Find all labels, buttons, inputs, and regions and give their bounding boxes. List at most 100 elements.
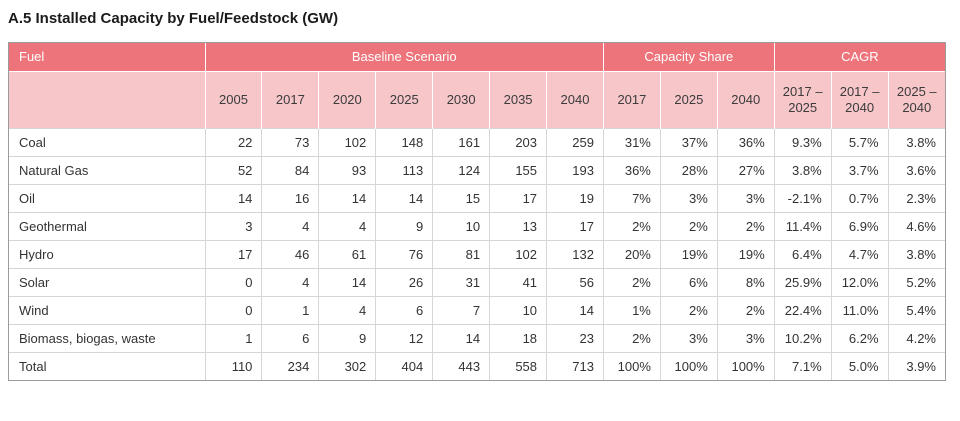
value-cell: 6% xyxy=(659,267,718,296)
value-cell: 15 xyxy=(432,183,490,212)
value-cell: 3.8% xyxy=(887,239,945,268)
value-cell: 11.0% xyxy=(830,295,889,324)
value-cell: 193 xyxy=(546,155,604,184)
capacity-share-header: Capacity Share xyxy=(602,43,775,71)
year-header-2020: 2020 xyxy=(318,70,376,128)
value-cell: 2% xyxy=(602,267,661,296)
page-title: A.5 Installed Capacity by Fuel/Feedstock… xyxy=(8,10,339,27)
value-cell: 14 xyxy=(375,183,433,212)
table-row: Wind 0 1 4 6 7 10 14 1% 2% 2% 22.4% 11.0% 5.4% xyxy=(9,295,945,324)
value-cell: 19% xyxy=(659,239,718,268)
value-cell: 93 xyxy=(318,155,376,184)
value-cell: 3% xyxy=(716,183,775,212)
value-cell: 18 xyxy=(489,323,547,352)
value-cell: 12.0% xyxy=(830,267,889,296)
value-cell: 3.9% xyxy=(887,351,945,380)
value-cell: 7% xyxy=(602,183,661,212)
value-cell: 3.6% xyxy=(887,155,945,184)
value-cell: 6.4% xyxy=(773,239,832,268)
value-cell: 4.7% xyxy=(830,239,889,268)
year-header-2017: 2017 xyxy=(261,70,319,128)
value-cell: 36% xyxy=(716,127,775,156)
value-cell: 7.1% xyxy=(773,351,832,380)
fuel-name-cell: Natural Gas xyxy=(9,155,205,184)
value-cell: 9 xyxy=(318,323,376,352)
value-cell: 113 xyxy=(375,155,433,184)
fuel-column-header: Fuel xyxy=(9,43,205,71)
value-cell: 52 xyxy=(204,155,262,184)
value-cell: 73 xyxy=(261,127,319,156)
share-header-2025: 2025 xyxy=(659,70,718,128)
fuel-name-cell: Oil xyxy=(9,183,205,212)
value-cell: 100% xyxy=(602,351,661,380)
value-cell: 124 xyxy=(432,155,490,184)
value-cell: 6 xyxy=(375,295,433,324)
value-cell: 404 xyxy=(375,351,433,380)
value-cell: 61 xyxy=(318,239,376,268)
value-cell: 10 xyxy=(489,295,547,324)
value-cell: 17 xyxy=(204,239,262,268)
fuel-name-cell: Solar xyxy=(9,267,205,296)
table-row: Oil 14 16 14 14 15 17 19 7% 3% 3% -2.1% 0.7% 2.3% xyxy=(9,183,945,212)
value-cell: 28% xyxy=(659,155,718,184)
value-cell: 13 xyxy=(489,211,547,240)
value-cell: 203 xyxy=(489,127,547,156)
year-header-2025: 2025 xyxy=(375,70,433,128)
table-header: Fuel Baseline Scenario Capacity Share CA… xyxy=(9,43,945,128)
value-cell: 558 xyxy=(489,351,547,380)
baseline-scenario-header: Baseline Scenario xyxy=(204,43,604,71)
fuel-name-cell: Coal xyxy=(9,127,205,156)
value-cell: 0 xyxy=(204,295,262,324)
value-cell: 14 xyxy=(318,267,376,296)
value-cell: 27% xyxy=(716,155,775,184)
value-cell: 36% xyxy=(602,155,661,184)
value-cell: 26 xyxy=(375,267,433,296)
year-header-2005: 2005 xyxy=(204,70,262,128)
value-cell: 0.7% xyxy=(830,183,889,212)
value-cell: 161 xyxy=(432,127,490,156)
value-cell: 2.3% xyxy=(887,183,945,212)
value-cell: 4 xyxy=(261,211,319,240)
value-cell: 3.8% xyxy=(887,127,945,156)
value-cell: 16 xyxy=(261,183,319,212)
value-cell: 2% xyxy=(716,211,775,240)
value-cell: 4 xyxy=(318,295,376,324)
value-cell: 2% xyxy=(659,295,718,324)
value-cell: 3% xyxy=(716,323,775,352)
value-cell: 19 xyxy=(546,183,604,212)
value-cell: 4 xyxy=(261,267,319,296)
table-row-total: Total 110 234 302 404 443 558 713 100% 100% 100% 7.… xyxy=(9,351,945,380)
value-cell: 5.0% xyxy=(830,351,889,380)
value-cell: 25.9% xyxy=(773,267,832,296)
table-row: Biomass, biogas, waste 1 6 9 12 14 18 23 2% 3% 3% 1… xyxy=(9,323,945,352)
year-header-2035: 2035 xyxy=(489,70,547,128)
value-cell: 84 xyxy=(261,155,319,184)
value-cell: 17 xyxy=(546,211,604,240)
value-cell: 302 xyxy=(318,351,376,380)
value-cell: 3.8% xyxy=(773,155,832,184)
value-cell: 3 xyxy=(204,211,262,240)
cagr-header-2017-2025: 2017 – 2025 xyxy=(773,70,832,128)
value-cell: 14 xyxy=(318,183,376,212)
table-container: Fuel Baseline Scenario Capacity Share CA… xyxy=(8,42,946,381)
table-row: Solar 0 4 14 26 31 41 56 2% 6% 8% 25.9% 12.0% 5.2% xyxy=(9,267,945,296)
share-header-2040: 2040 xyxy=(716,70,775,128)
table-row: Geothermal 3 4 4 9 10 13 17 2% 2% 2% 11.4% 6.9% 4.6% xyxy=(9,211,945,240)
value-cell: 259 xyxy=(546,127,604,156)
value-cell: 3% xyxy=(659,323,718,352)
value-cell: 17 xyxy=(489,183,547,212)
value-cell: 46 xyxy=(261,239,319,268)
value-cell: 81 xyxy=(432,239,490,268)
value-cell: 102 xyxy=(318,127,376,156)
value-cell: 1 xyxy=(261,295,319,324)
value-cell: 20% xyxy=(602,239,661,268)
cagr-header-2017-2040: 2017 – 2040 xyxy=(830,70,889,128)
value-cell: 11.4% xyxy=(773,211,832,240)
value-cell: 31% xyxy=(602,127,661,156)
value-cell: 6.2% xyxy=(830,323,889,352)
cagr-header-2025-2040: 2025 – 2040 xyxy=(887,70,945,128)
value-cell: 2% xyxy=(602,211,661,240)
value-cell: 7 xyxy=(432,295,490,324)
value-cell: 234 xyxy=(261,351,319,380)
